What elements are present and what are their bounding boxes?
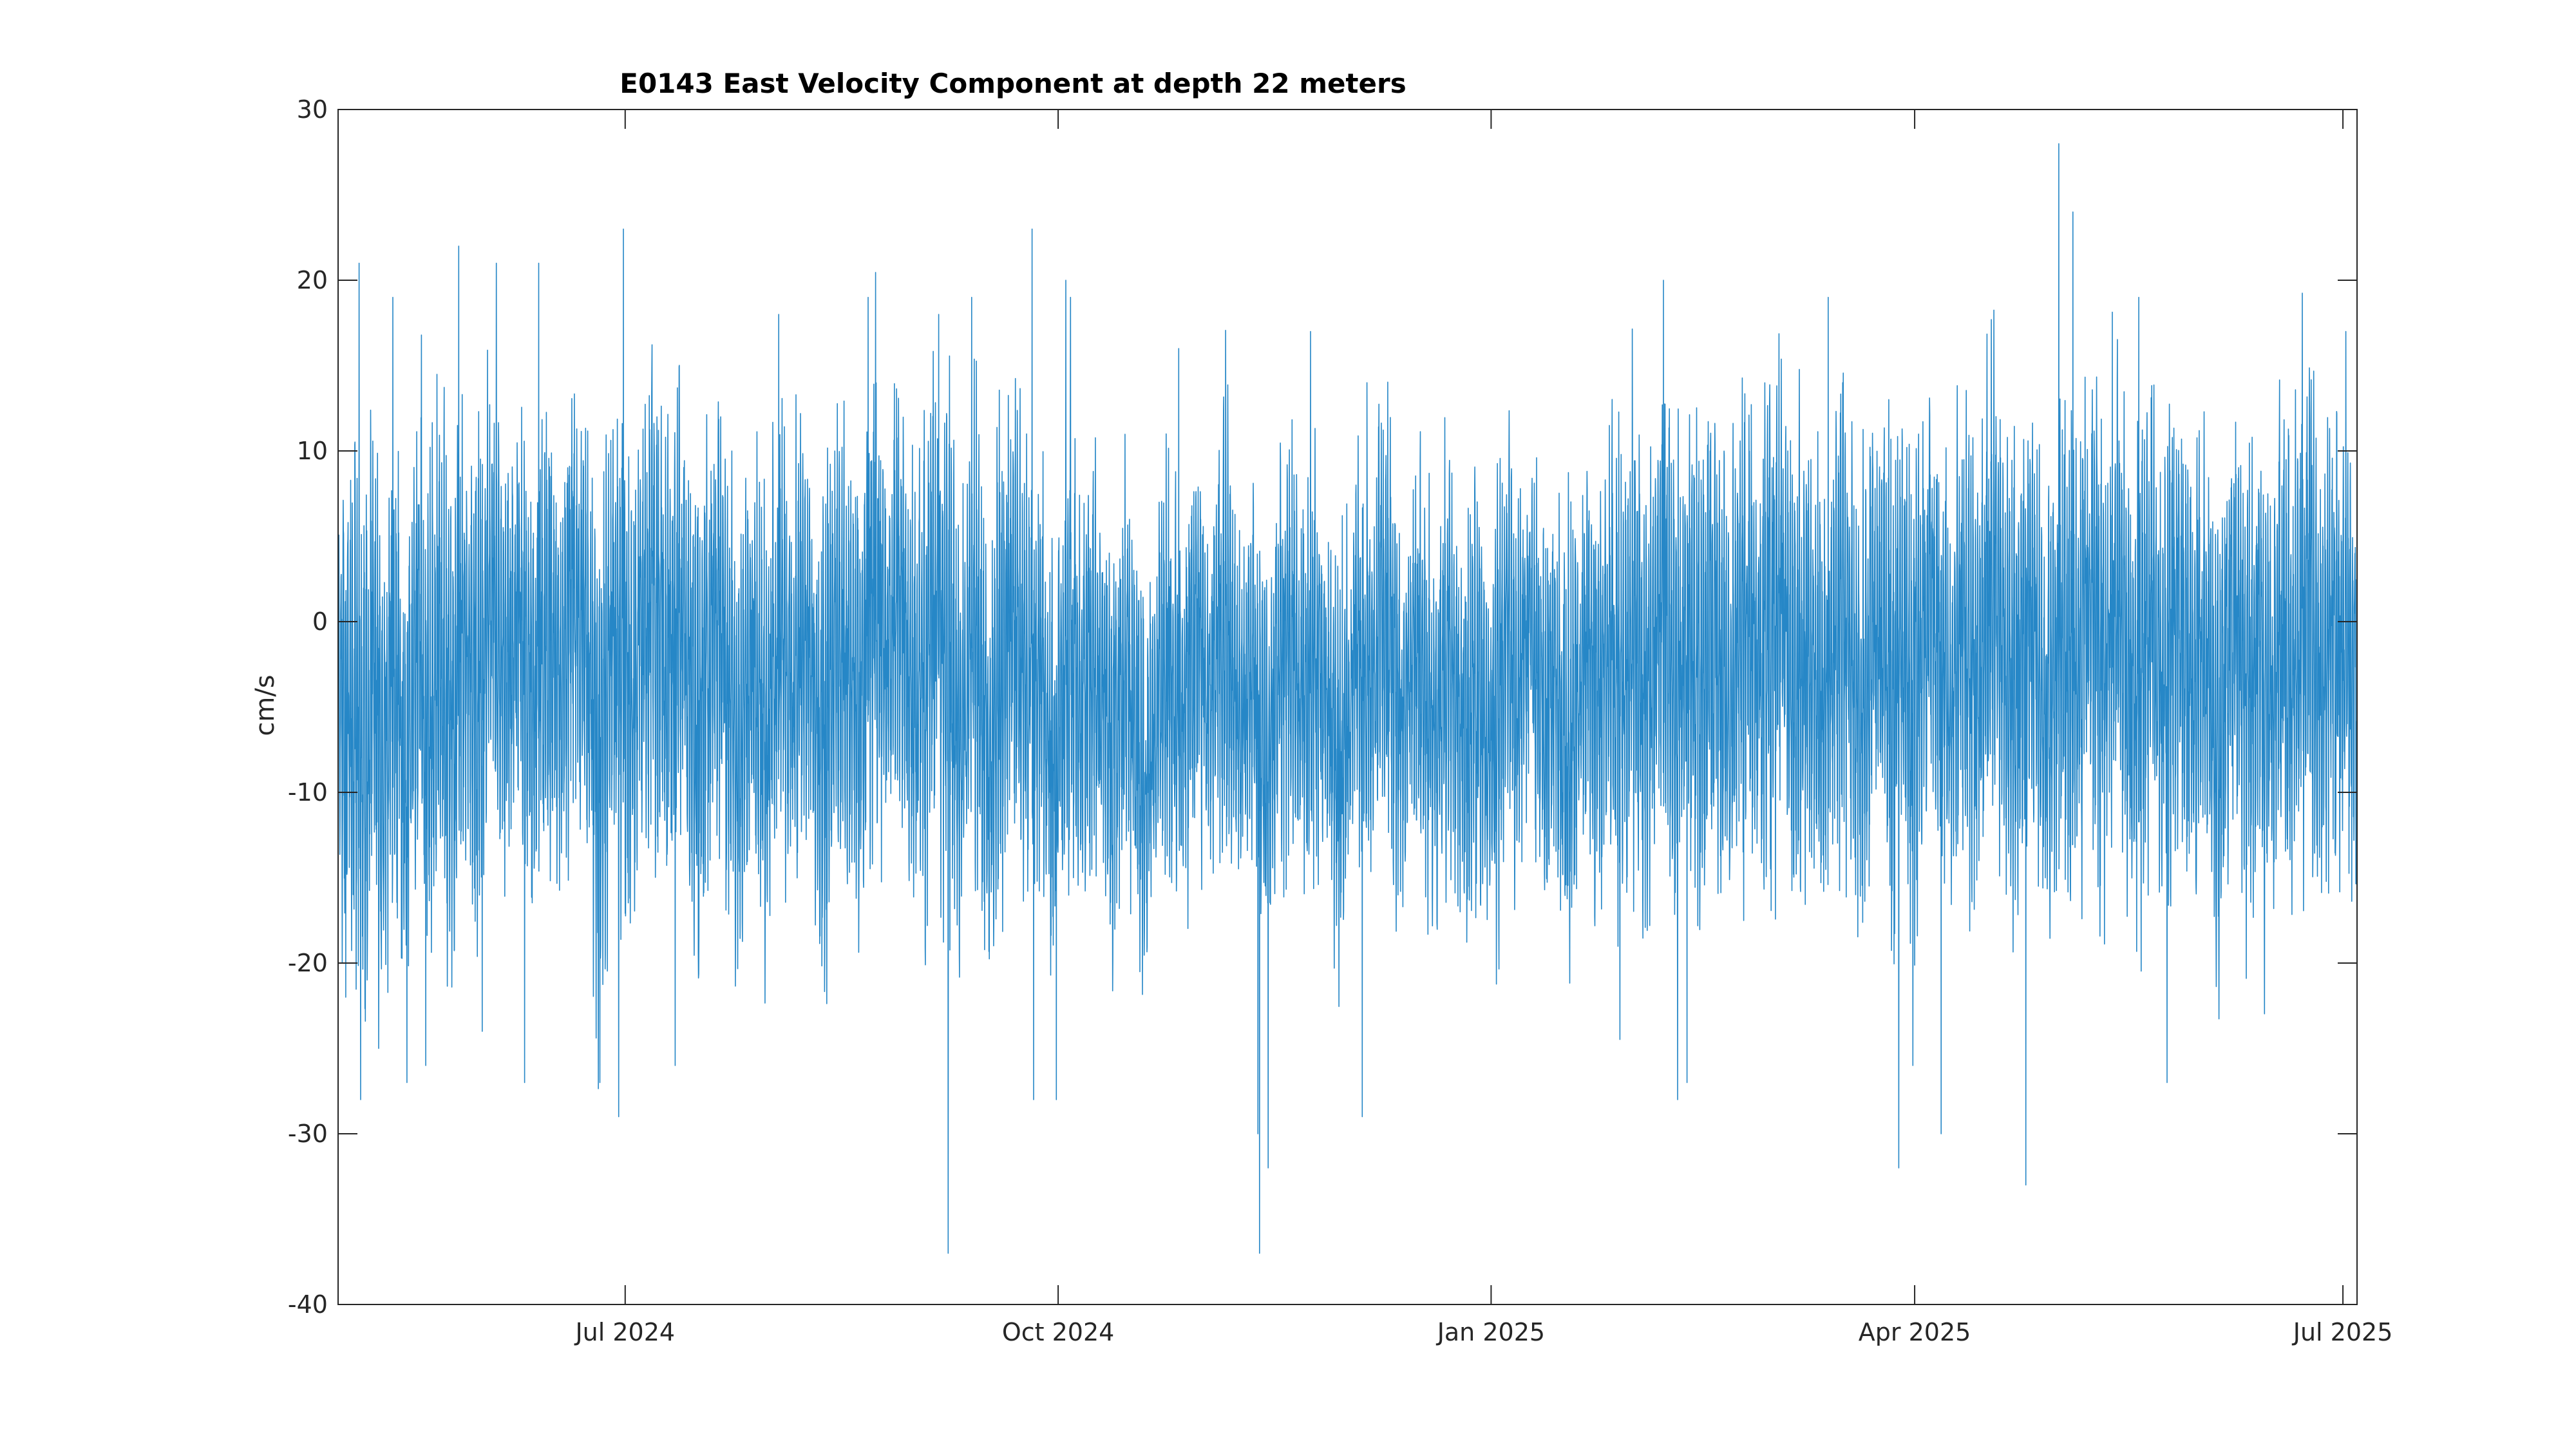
- y-tick-label: -40: [288, 1290, 328, 1319]
- x-tick-label: Jul 2025: [2292, 1318, 2393, 1346]
- y-tick-label: 0: [312, 607, 328, 636]
- y-tick-label: 20: [297, 266, 328, 294]
- plot-area: -40 -30 -20 -10 0 10 20 30 Jul 2024 Oct 2024 Jan 2…: [288, 95, 2392, 1346]
- y-tick-label: 10: [297, 437, 328, 465]
- y-tick-label: -20: [288, 949, 328, 977]
- chart-title: E0143 East Velocity Component at depth 2…: [620, 68, 1406, 99]
- axes-frame: [337, 109, 2358, 1305]
- y-tick-label: -30: [288, 1120, 328, 1148]
- y-axis-label: cm/s: [251, 674, 280, 736]
- x-tick-label: Jan 2025: [1436, 1318, 1545, 1346]
- x-tick-label: Jul 2024: [574, 1318, 675, 1346]
- x-tick-label: Oct 2024: [1002, 1318, 1115, 1346]
- x-tick-label: Apr 2025: [1859, 1318, 1971, 1346]
- y-tick-label: 30: [297, 95, 328, 124]
- series-line-east-velocity: [337, 143, 2358, 1254]
- y-tick-label: -10: [288, 778, 328, 807]
